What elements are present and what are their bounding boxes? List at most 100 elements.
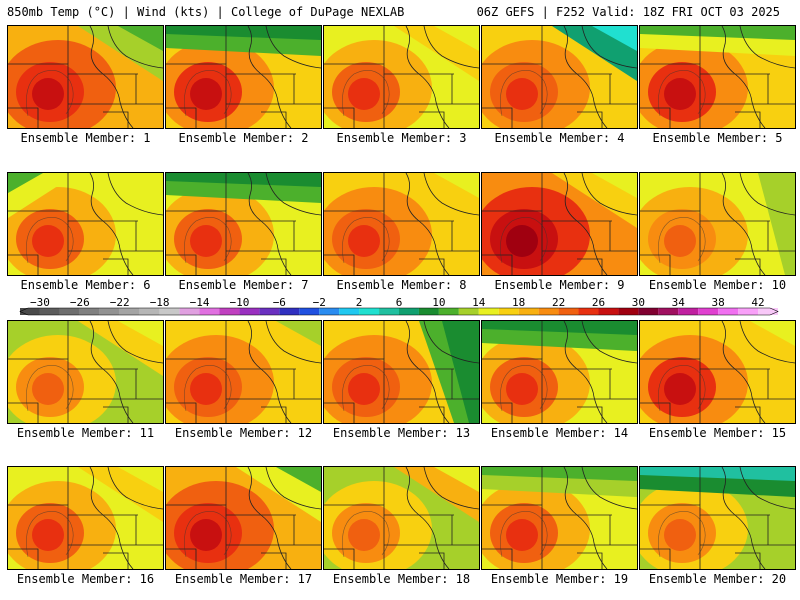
state-boundary <box>265 26 321 69</box>
colorbar-segment <box>718 308 739 315</box>
member-map <box>165 466 322 570</box>
state-boundary <box>482 107 513 128</box>
colorbar-tick-label: −22 <box>110 296 130 309</box>
member-caption: Ensemble Member: 16 <box>16 572 155 586</box>
temperature-field <box>640 467 795 569</box>
state-boundary <box>107 26 163 69</box>
isotherm-contour <box>184 364 232 412</box>
state-boundary <box>247 467 292 569</box>
cool-region <box>78 26 163 81</box>
state-boundary <box>8 254 39 275</box>
hot-spot <box>664 373 696 405</box>
member-map <box>639 320 796 424</box>
isotherm-contour <box>342 69 390 117</box>
cool-core <box>592 173 637 198</box>
colorbar-segment <box>299 308 320 315</box>
ensemble-panel: Ensemble Member: 14 <box>481 320 638 450</box>
cool-region <box>394 467 479 522</box>
cool-region <box>552 26 637 81</box>
state-boundary <box>166 107 197 128</box>
temperature-field <box>482 467 637 569</box>
state-boundary <box>247 26 292 128</box>
state-boundary <box>107 173 163 216</box>
hot-spot <box>190 373 222 405</box>
colorbar-tick-label: −30 <box>30 296 50 309</box>
member-map <box>481 466 638 570</box>
state-boundary <box>735 406 761 423</box>
temperature-field <box>8 467 163 569</box>
hot-spot <box>348 373 380 405</box>
state-boundary <box>577 258 603 275</box>
temperature-field <box>324 26 479 128</box>
state-boundary <box>577 111 603 128</box>
isotherm-contour <box>658 510 706 558</box>
state-boundary <box>640 402 671 423</box>
colorbar-segment <box>738 308 759 315</box>
colorbar-tick-label: −2 <box>313 296 326 309</box>
cool-core <box>640 26 795 40</box>
state-boundary <box>261 406 287 423</box>
member-map <box>639 172 796 276</box>
state-boundary <box>577 406 603 423</box>
member-map <box>165 25 322 129</box>
temperature-field <box>640 321 795 423</box>
colorbar-segment <box>558 308 579 315</box>
cool-region <box>236 321 321 376</box>
cool-core <box>434 467 479 492</box>
member-caption: Ensemble Member: 5 <box>652 131 783 145</box>
colorbar-segment <box>239 308 260 315</box>
state-boundary <box>247 173 292 275</box>
colorbar-segment <box>399 308 419 315</box>
ensemble-panel: Ensemble Member: 8 <box>323 172 480 302</box>
hot-spot <box>190 78 222 110</box>
member-caption: Ensemble Member: 10 <box>648 278 787 292</box>
ensemble-panel: Ensemble Member: 13 <box>323 320 480 450</box>
member-caption: Ensemble Member: 2 <box>178 131 309 145</box>
state-boundary <box>247 321 292 423</box>
hot-spot <box>32 373 64 405</box>
colorbar-segment <box>339 308 360 315</box>
ensemble-panel: Ensemble Member: 1 <box>7 25 164 155</box>
colorbar-segment <box>478 308 499 315</box>
isotherm-contour <box>342 364 390 412</box>
isotherm-contour <box>26 510 74 558</box>
state-boundary <box>89 173 134 275</box>
temperature-field <box>8 321 163 423</box>
colorbar-tick-label: −6 <box>273 296 286 309</box>
colorbar-tick-label: −18 <box>150 296 170 309</box>
member-caption: Ensemble Member: 15 <box>648 426 787 440</box>
colorbar-tick-label: 2 <box>356 296 363 309</box>
colorbar-tick-label: 38 <box>712 296 725 309</box>
state-boundary <box>423 173 479 216</box>
state-boundary <box>103 552 129 569</box>
colorbar-tick-label: 42 <box>751 296 764 309</box>
colorbar-segment <box>359 308 380 315</box>
state-boundary <box>482 254 513 275</box>
state-boundary <box>735 258 761 275</box>
colorbar-segment <box>678 308 699 315</box>
state-boundary <box>640 548 671 569</box>
colorbar-tick-label: 10 <box>432 296 445 309</box>
cool-core <box>118 321 163 346</box>
colorbar-tick-label: 30 <box>632 296 645 309</box>
state-boundary <box>166 402 197 423</box>
colorbar-tick-label: −26 <box>70 296 90 309</box>
temperature-field <box>324 321 479 423</box>
isotherm-contour <box>500 69 548 117</box>
ensemble-panel: Ensemble Member: 5 <box>639 25 796 155</box>
state-boundary <box>577 552 603 569</box>
temperature-field <box>8 26 163 128</box>
cool-core <box>166 26 321 40</box>
state-boundary <box>265 467 321 510</box>
member-caption: Ensemble Member: 12 <box>174 426 313 440</box>
state-boundary <box>107 467 163 510</box>
state-boundary <box>482 548 513 569</box>
isotherm-contour <box>26 364 74 412</box>
state-boundary <box>324 107 355 128</box>
state-boundary <box>261 258 287 275</box>
hot-spot <box>506 519 538 551</box>
ensemble-panel: Ensemble Member: 7 <box>165 172 322 302</box>
colorbar-segment <box>518 308 539 315</box>
cool-core <box>482 321 637 335</box>
state-boundary <box>265 321 321 364</box>
